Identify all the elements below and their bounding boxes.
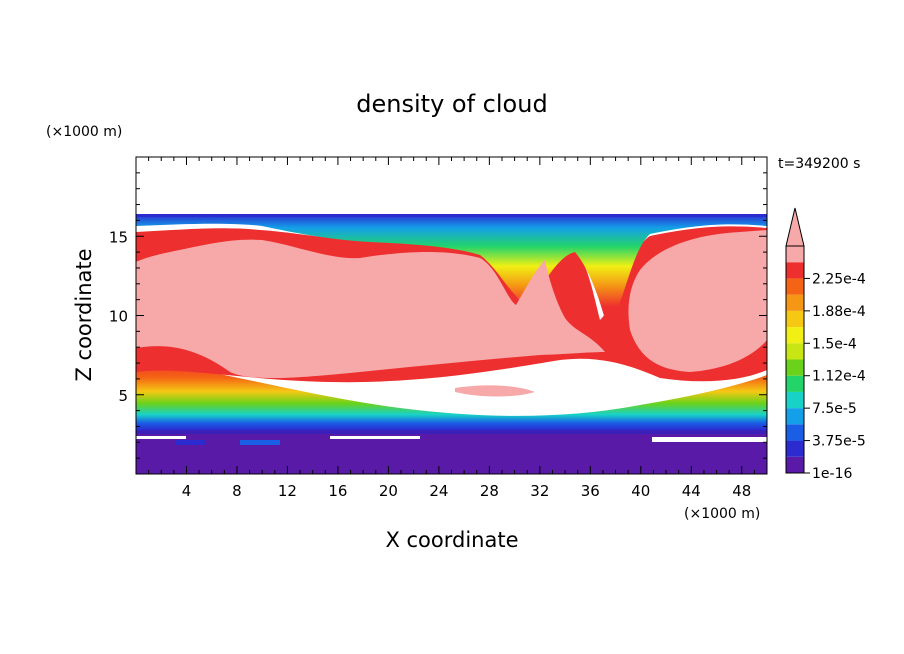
x-tick-label: 40 — [631, 482, 650, 500]
x-axis-label: X coordinate — [385, 528, 518, 552]
colorbar-segment — [786, 391, 804, 409]
colorbar-label: 1.5e-4 — [812, 336, 857, 352]
colorbar-segment — [786, 278, 804, 295]
colorbar-segment — [786, 359, 804, 376]
time-label: t=349200 s — [778, 156, 860, 172]
colorbar-label: 1e-16 — [812, 466, 852, 482]
colorbar: 1e-16 3.75e-5 7.5e-5 1.12e-4 1.5e-4 1.88e-4 2.… — [785, 207, 866, 482]
y-axis-label: Z coordinate — [72, 248, 96, 381]
colorbar-frame — [785, 245, 805, 474]
x-tick-label: 12 — [278, 482, 297, 500]
colorbar-label: 1.12e-4 — [812, 369, 866, 385]
colorbar-label: 3.75e-5 — [812, 434, 866, 450]
colorbar-segment — [786, 424, 804, 441]
x-tick-label: 20 — [379, 482, 398, 500]
x-tick-label: 36 — [581, 482, 600, 500]
x-tick-label: 28 — [480, 482, 499, 500]
colorbar-segment — [786, 246, 804, 263]
x-tick-label: 44 — [682, 482, 701, 500]
colorbar-label: 7.5e-5 — [812, 401, 857, 417]
x-tick-label: 4 — [182, 482, 192, 500]
colorbar-segment — [786, 375, 804, 392]
y-unit-label: (×1000 m) — [46, 124, 122, 140]
colorbar-segment — [786, 408, 804, 425]
colorbar-segment — [786, 343, 804, 360]
colorbar-segment — [786, 262, 804, 279]
colorbar-segment — [786, 294, 804, 311]
x-tick-label: 16 — [328, 482, 347, 500]
x-tick-label: 8 — [232, 482, 242, 500]
colorbar-segment — [786, 327, 804, 344]
colorbar-label: 1.88e-4 — [812, 304, 866, 320]
x-tick-label: 32 — [530, 482, 549, 500]
colorbar-segment — [786, 310, 804, 328]
x-tick-label: 48 — [732, 482, 751, 500]
chart-title: density of cloud — [356, 90, 547, 118]
y-tick-label: 5 — [118, 387, 128, 405]
x-tick-label: 24 — [429, 482, 448, 500]
x-ticks: 4 8 12 16 20 24 28 32 36 40 44 48 — [148, 157, 755, 500]
x-unit-label: (×1000 m) — [684, 506, 760, 522]
colorbar-segment — [786, 440, 804, 457]
y-tick-label: 10 — [109, 308, 128, 326]
colorbar-label: 2.25e-4 — [812, 271, 866, 287]
y-ticks: 5 10 15 — [109, 172, 767, 459]
colorbar-segment — [786, 456, 804, 473]
y-tick-label: 15 — [109, 228, 128, 246]
cloud-density-field — [136, 214, 767, 474]
colorbar-overflow-triangle — [785, 207, 805, 247]
